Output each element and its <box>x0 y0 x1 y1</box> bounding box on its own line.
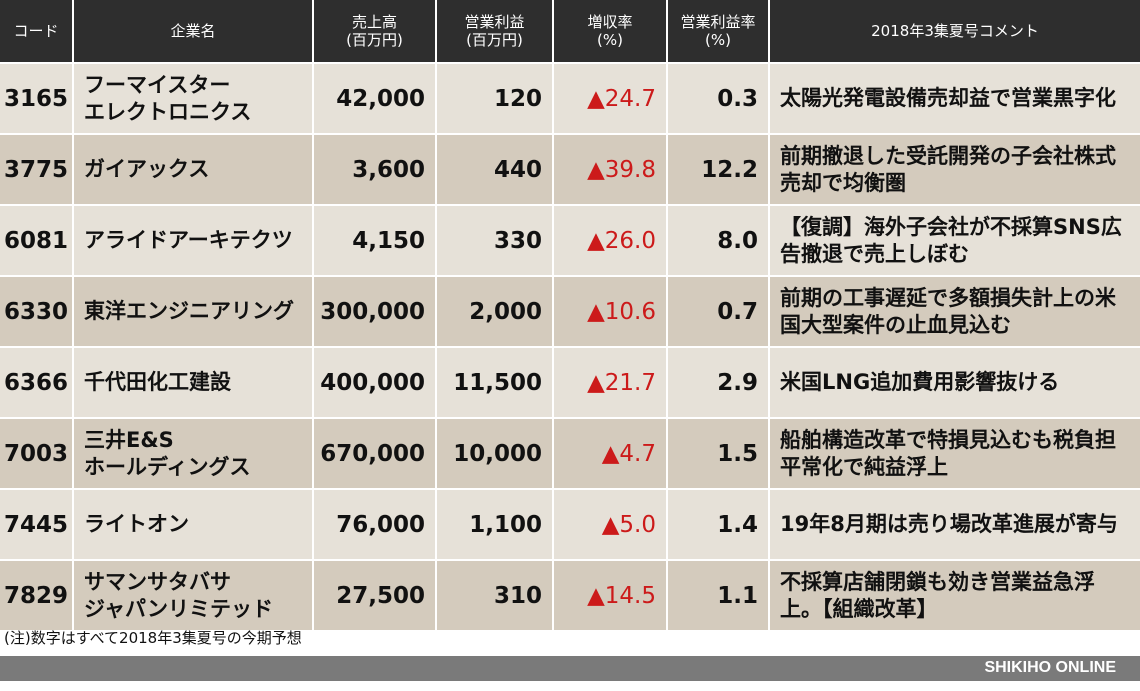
operating-margin-cell: 0.3 <box>667 62 770 134</box>
revenue-growth-cell: ▲24.7 <box>553 62 668 134</box>
header-sales: 売上高 (百万円) <box>313 0 437 63</box>
company-name-cell: ライトオン <box>73 488 314 560</box>
revenue-growth-cell: ▲5.0 <box>553 488 668 560</box>
revenue-growth-cell: ▲26.0 <box>553 204 668 276</box>
sales-cell: 42,000 <box>313 62 437 134</box>
table-row: 6330 東洋エンジニアリング 300,000 2,000 ▲10.6 0.7 … <box>0 275 1140 347</box>
code-cell: 3165 <box>0 62 74 134</box>
table-row: 6366 千代田化工建設 400,000 11,500 ▲21.7 2.9 米国… <box>0 346 1140 418</box>
operating-profit-cell: 11,500 <box>436 346 554 418</box>
comment-cell: 船舶構造改革で特損見込むも税負担平常化で純益浮上 <box>769 417 1140 489</box>
operating-margin-cell: 2.9 <box>667 346 770 418</box>
operating-profit-cell: 440 <box>436 133 554 205</box>
footnote: (注)数字はすべて2018年3集夏号の今期予想 <box>4 629 302 647</box>
table-row: 7445 ライトオン 76,000 1,100 ▲5.0 1.4 19年8月期は… <box>0 488 1140 560</box>
brand-logo: SHIKIHO ONLINE <box>984 659 1116 676</box>
header-operating-profit: 営業利益 (百万円) <box>436 0 554 63</box>
table-row: 3775 ガイアックス 3,600 440 ▲39.8 12.2 前期撤退した受… <box>0 133 1140 205</box>
operating-margin-cell: 1.5 <box>667 417 770 489</box>
header-company: 企業名 <box>73 0 314 63</box>
earnings-forecast-table: コード 企業名 売上高 (百万円) 営業利益 (百万円) 増収率 (%) 営業利… <box>0 0 1140 630</box>
sales-cell: 670,000 <box>313 417 437 489</box>
company-name-cell: 三井E&S ホールディングス <box>73 417 314 489</box>
comment-cell: 米国LNG追加費用影響抜ける <box>769 346 1140 418</box>
operating-margin-cell: 8.0 <box>667 204 770 276</box>
revenue-growth-cell: ▲21.7 <box>553 346 668 418</box>
sales-cell: 300,000 <box>313 275 437 347</box>
header-revenue-growth: 増収率 (%) <box>553 0 668 63</box>
header-operating-margin: 営業利益率 (%) <box>667 0 770 63</box>
operating-margin-cell: 1.4 <box>667 488 770 560</box>
operating-profit-cell: 310 <box>436 559 554 630</box>
header-comment: 2018年3集夏号コメント <box>769 0 1140 63</box>
comment-cell: 【復調】海外子会社が不採算SNS広告撤退で売上しぼむ <box>769 204 1140 276</box>
code-cell: 7829 <box>0 559 74 630</box>
table-row: 7829 サマンサタバサ ジャパンリミテッド 27,500 310 ▲14.5 … <box>0 559 1140 630</box>
code-cell: 6366 <box>0 346 74 418</box>
sales-cell: 27,500 <box>313 559 437 630</box>
table-row: 3165 フーマイスター エレクトロニクス 42,000 120 ▲24.7 0… <box>0 62 1140 134</box>
code-cell: 7445 <box>0 488 74 560</box>
header-code: コード <box>0 0 74 63</box>
comment-cell: 前期の工事遅延で多額損失計上の米国大型案件の止血見込む <box>769 275 1140 347</box>
code-cell: 6330 <box>0 275 74 347</box>
comment-cell: 太陽光発電設備売却益で営業黒字化 <box>769 62 1140 134</box>
operating-profit-cell: 120 <box>436 62 554 134</box>
code-cell: 6081 <box>0 204 74 276</box>
operating-profit-cell: 2,000 <box>436 275 554 347</box>
sales-cell: 400,000 <box>313 346 437 418</box>
company-name-cell: フーマイスター エレクトロニクス <box>73 62 314 134</box>
sales-cell: 3,600 <box>313 133 437 205</box>
table-row: 7003 三井E&S ホールディングス 670,000 10,000 ▲4.7 … <box>0 417 1140 489</box>
operating-margin-cell: 1.1 <box>667 559 770 630</box>
code-cell: 3775 <box>0 133 74 205</box>
comment-cell: 不採算店舗閉鎖も効き営業益急浮上。【組織改革】 <box>769 559 1140 630</box>
company-name-cell: ガイアックス <box>73 133 314 205</box>
operating-profit-cell: 330 <box>436 204 554 276</box>
table-header-row: コード 企業名 売上高 (百万円) 営業利益 (百万円) 増収率 (%) 営業利… <box>0 0 1140 63</box>
revenue-growth-cell: ▲39.8 <box>553 133 668 205</box>
company-name-cell: 千代田化工建設 <box>73 346 314 418</box>
company-name-cell: アライドアーキテクツ <box>73 204 314 276</box>
comment-cell: 前期撤退した受託開発の子会社株式売却で均衡圏 <box>769 133 1140 205</box>
footer-bar: SHIKIHO ONLINE <box>0 656 1140 681</box>
code-cell: 7003 <box>0 417 74 489</box>
operating-margin-cell: 0.7 <box>667 275 770 347</box>
revenue-growth-cell: ▲10.6 <box>553 275 668 347</box>
sales-cell: 76,000 <box>313 488 437 560</box>
operating-margin-cell: 12.2 <box>667 133 770 205</box>
table-row: 6081 アライドアーキテクツ 4,150 330 ▲26.0 8.0 【復調】… <box>0 204 1140 276</box>
revenue-growth-cell: ▲4.7 <box>553 417 668 489</box>
company-name-cell: サマンサタバサ ジャパンリミテッド <box>73 559 314 630</box>
company-name-cell: 東洋エンジニアリング <box>73 275 314 347</box>
operating-profit-cell: 10,000 <box>436 417 554 489</box>
sales-cell: 4,150 <box>313 204 437 276</box>
operating-profit-cell: 1,100 <box>436 488 554 560</box>
comment-cell: 19年8月期は売り場改革進展が寄与 <box>769 488 1140 560</box>
revenue-growth-cell: ▲14.5 <box>553 559 668 630</box>
